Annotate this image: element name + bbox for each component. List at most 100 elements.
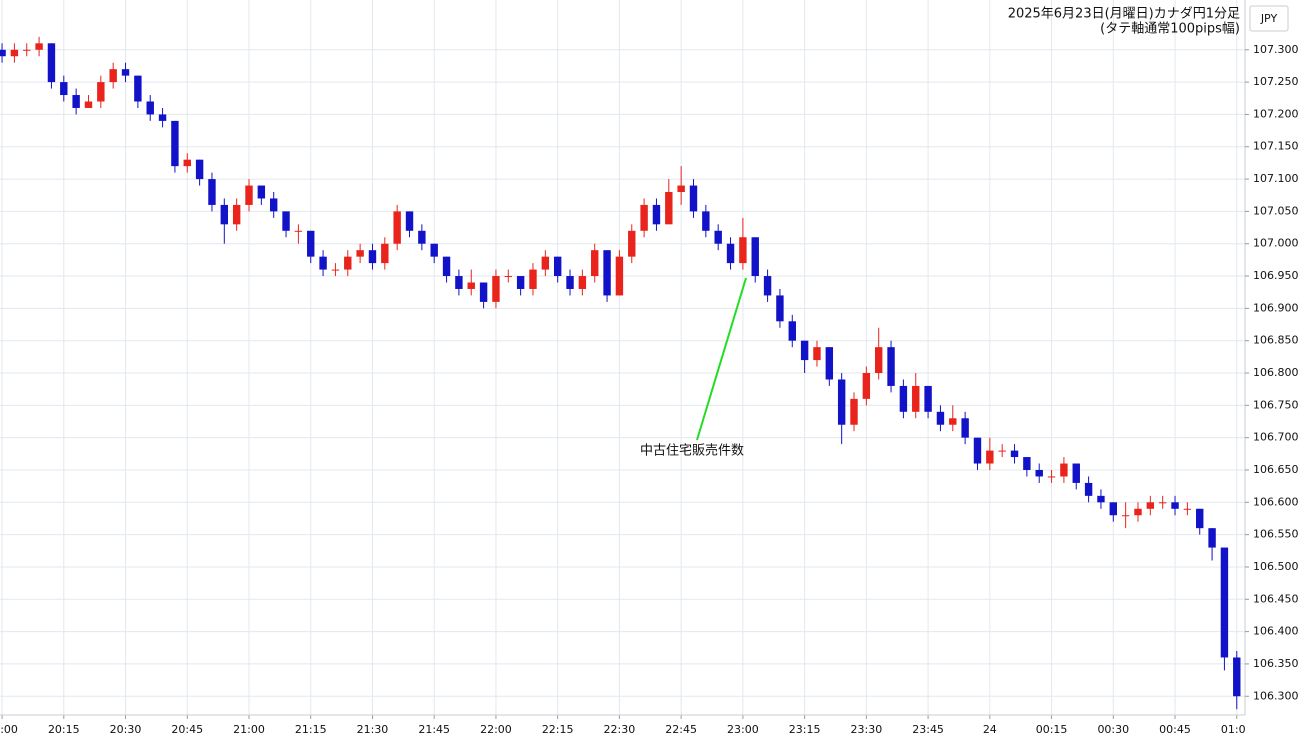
annotation: 中古住宅販売件数 (640, 443, 744, 459)
candle-body (1072, 463, 1080, 483)
candle-body (541, 256, 550, 270)
price-axis-panel (1245, 0, 1300, 745)
y-tick-label: 106.500 (1253, 560, 1299, 573)
candle-body (998, 450, 1006, 452)
candle-body (442, 256, 451, 277)
x-tick-label: 01:00 (1221, 723, 1253, 736)
x-tick-label: 22:45 (665, 723, 697, 736)
candle-body (800, 340, 809, 361)
candle-body (615, 256, 624, 296)
x-tick-label: 23:30 (851, 723, 883, 736)
candle-body (418, 230, 426, 244)
y-tick-label: 106.700 (1253, 431, 1299, 444)
candle-body (874, 347, 883, 374)
candle-body (1134, 508, 1142, 516)
candle-body (269, 198, 278, 212)
x-tick-label: 00:15 (1036, 723, 1068, 736)
candle-body (393, 211, 401, 244)
candle-body (368, 250, 377, 264)
candle-body (1183, 508, 1192, 510)
y-tick-label: 106.800 (1253, 366, 1299, 379)
y-tick-label: 107.200 (1253, 107, 1299, 120)
currency-label: JPY (1260, 12, 1278, 25)
candle-body (294, 230, 303, 232)
y-axis: 106.300 106.350 106.400 106.450 106.500 106.5… (1245, 43, 1299, 702)
candle-body (516, 276, 525, 289)
candle-body (109, 69, 117, 83)
candle-body (97, 82, 105, 102)
candle-body (84, 101, 93, 108)
x-tick-label: 24 (983, 723, 997, 736)
candle-body (912, 385, 920, 412)
candle-body (430, 243, 438, 257)
candle-body (763, 276, 772, 296)
candle-body (356, 250, 364, 257)
candle-body (1047, 476, 1056, 478)
candle-body (628, 230, 636, 257)
x-tick-label: 20:45 (171, 723, 203, 736)
candle-body (134, 75, 142, 102)
x-tick-label: 22:15 (542, 723, 574, 736)
candle-body (936, 411, 945, 425)
candle-body (553, 256, 562, 277)
candle-body (257, 185, 266, 199)
candle-body (862, 373, 871, 399)
y-tick-label: 106.900 (1253, 301, 1299, 314)
x-axis: 20:00 20:15 20:30 20:45 21:00 21:15 21:30 21:45… (0, 715, 1253, 736)
candle-body (677, 185, 685, 193)
y-tick-label: 107.000 (1253, 237, 1299, 250)
y-tick-label: 106.650 (1253, 463, 1299, 476)
candle-body (899, 385, 908, 412)
candle-body (1035, 469, 1043, 477)
candle-body (35, 43, 43, 50)
candle-body (924, 385, 932, 412)
candle-body (467, 282, 475, 289)
candle-body (60, 82, 68, 96)
candle-body (1010, 450, 1019, 458)
candle-body (751, 237, 759, 277)
candle-body (121, 69, 130, 76)
candle-body (504, 276, 512, 278)
y-tick-label: 106.550 (1253, 528, 1299, 541)
candle-body (158, 114, 167, 121)
y-tick-label: 107.050 (1253, 204, 1299, 217)
x-tick-label: 22:00 (480, 723, 512, 736)
x-tick-label: 20:30 (110, 723, 142, 736)
y-tick-label: 107.150 (1253, 140, 1299, 153)
candle-body (529, 269, 537, 289)
candle-body (739, 237, 747, 264)
candle-body (640, 204, 648, 231)
candle-body (1060, 463, 1068, 477)
candle-body (887, 347, 895, 386)
x-tick-label: 20:15 (48, 723, 80, 736)
x-tick-label: 21:30 (357, 723, 389, 736)
candle-body (455, 276, 463, 289)
candle-body (146, 101, 154, 115)
x-tick-label: 23:15 (789, 723, 821, 736)
candle-body (1220, 547, 1229, 658)
candle-body (23, 49, 31, 51)
candle-body (319, 256, 327, 270)
candle-body (1196, 508, 1204, 529)
candle-body (479, 282, 488, 302)
candle-body (381, 243, 389, 264)
candle-body (1023, 457, 1031, 470)
candle-body (10, 49, 19, 57)
candle-body (1097, 495, 1105, 503)
x-tick-label: 21:15 (295, 723, 327, 736)
y-tick-label: 106.600 (1253, 495, 1299, 508)
y-tick-label: 106.850 (1253, 334, 1299, 347)
candle-body (566, 276, 574, 289)
candle-body (726, 243, 735, 264)
candle-body (405, 211, 414, 231)
chart-subtitle: (タテ軸通常100pips幅) (1100, 22, 1240, 37)
candle-body (282, 211, 290, 231)
candle-body (195, 159, 204, 180)
candle-body (245, 185, 253, 205)
x-tick-label: 23:45 (912, 723, 944, 736)
candles (0, 36, 1241, 710)
candle-body (183, 159, 191, 167)
